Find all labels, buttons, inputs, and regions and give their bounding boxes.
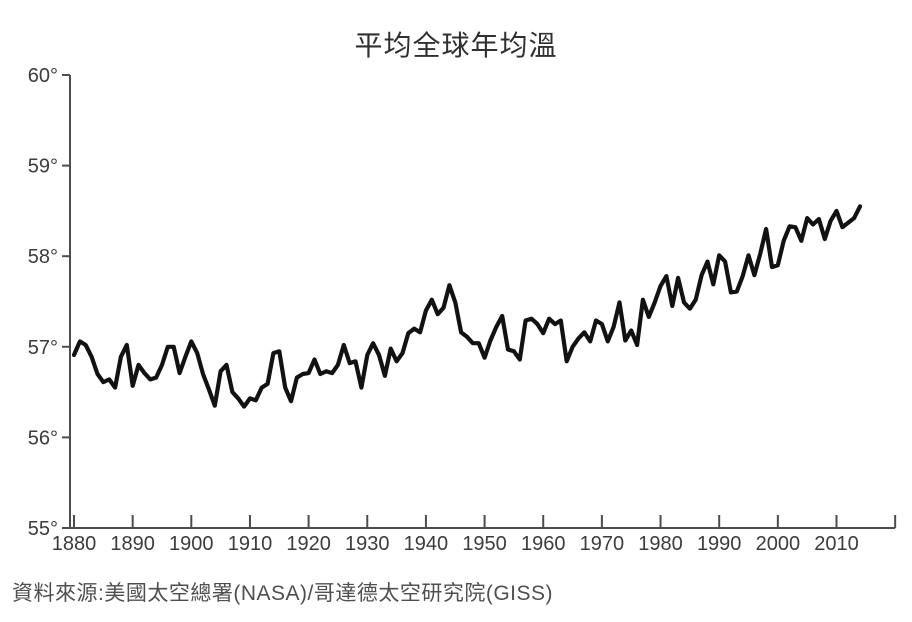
y-tick-label: 55° [28,518,58,540]
x-tick-label: 1980 [638,533,683,555]
x-tick-label: 1900 [169,533,214,555]
x-tick-label: 1920 [286,533,331,555]
x-tick-label: 1940 [404,533,449,555]
x-tick-label: 1990 [697,533,742,555]
x-tick-label: 1890 [110,533,155,555]
y-tick-label: 59° [28,156,58,178]
x-tick-label: 1960 [521,533,566,555]
x-tick-label: 2010 [814,533,859,555]
x-tick-label: 2000 [756,533,801,555]
y-tick-label: 58° [28,246,58,268]
y-tick-label: 57° [28,337,58,359]
source-note: 資料來源:美國太空總署(NASA)/哥達德太空研究院(GISS) [12,582,554,605]
x-tick-label: 1930 [345,533,390,555]
x-tick-label: 1970 [580,533,625,555]
temperature-line [71,204,863,409]
y-tick-label: 60° [28,65,58,87]
x-tick-label: 1910 [228,533,273,555]
chart-title: 平均全球年均溫 [354,30,558,61]
x-tick-label: 1880 [52,533,97,555]
x-tick-label: 1950 [462,533,507,555]
y-tick-label: 56° [28,427,58,449]
